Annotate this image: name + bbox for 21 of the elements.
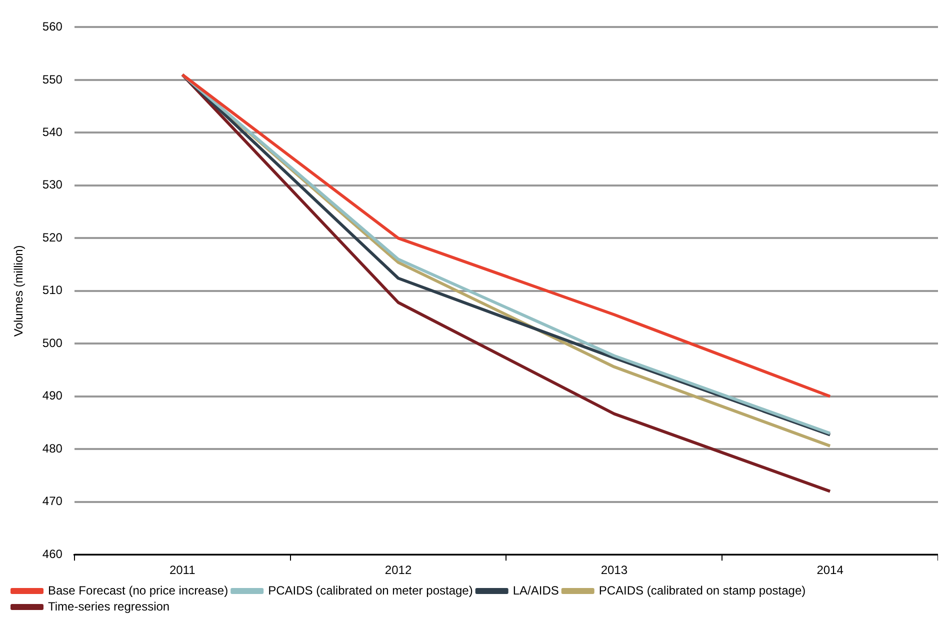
y-tick-label: 540 [42, 124, 63, 139]
legend-label: Time-series regression [48, 599, 170, 614]
y-tick-label: 480 [42, 441, 63, 456]
y-tick-label: 470 [42, 494, 63, 508]
x-tick-label: 2011 [169, 563, 196, 578]
legend-label: PCAIDS (calibrated on stamp postage) [598, 583, 806, 598]
legend-label: Base Forecast (no price increase) [48, 583, 228, 598]
y-tick-label: 510 [42, 283, 63, 298]
x-tick-label: 2014 [816, 563, 844, 578]
y-tick-label: 550 [42, 72, 63, 86]
y-tick-label: 500 [42, 336, 63, 350]
y-tick-label: 560 [42, 20, 63, 34]
y-tick-label: 520 [42, 230, 63, 244]
y-axis-title: Volumes (million) [12, 245, 26, 337]
y-tick-label: 460 [42, 546, 63, 561]
y-tick-label: 530 [42, 178, 63, 192]
y-tick-label: 490 [42, 388, 63, 403]
x-tick-label: 2013 [600, 563, 628, 578]
x-tick-label: 2012 [384, 563, 412, 578]
legend-label: PCAIDS (calibrated on meter postage) [268, 583, 473, 598]
legend-label: LA/AIDS [512, 583, 559, 598]
